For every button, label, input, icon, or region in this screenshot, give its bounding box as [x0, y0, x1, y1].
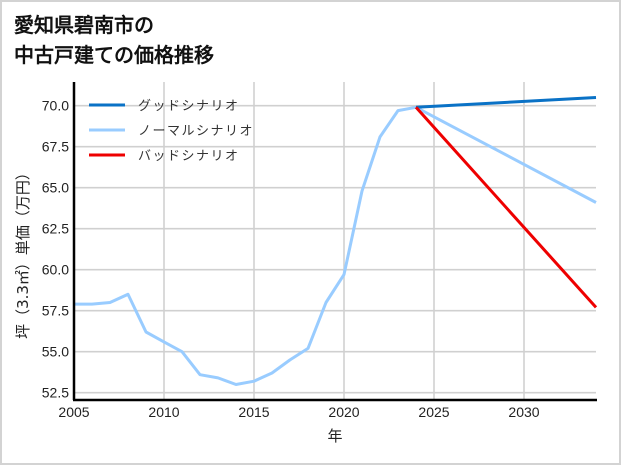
x-tick-label: 2005 [58, 404, 89, 420]
y-tick-label: 67.5 [42, 139, 69, 155]
series-line-1 [74, 105, 597, 386]
y-tick-label: 57.5 [42, 303, 69, 319]
y-tick-label: 55.0 [42, 344, 69, 360]
x-tick-labels: 2005 2010 2015 2020 2025 2030 [58, 404, 539, 420]
y-axis-label: 坪（3.3㎡）単価（万円） [14, 165, 32, 339]
y-tick-label: 65.0 [42, 180, 69, 196]
series-line-0 [415, 96, 597, 109]
legend-label: バッドシナリオ [138, 149, 240, 164]
y-tick-labels: 52.5 55.0 57.5 60.0 62.5 65.0 67.5 70.0 [42, 98, 69, 401]
series-line-2 [414, 106, 598, 309]
data-series [74, 96, 598, 386]
x-tick-label: 2030 [508, 404, 539, 420]
chart-title-line-1: 愛知県碧南市の [14, 13, 154, 37]
legend-label: ノーマルシナリオ [138, 124, 254, 139]
x-tick-label: 2010 [148, 404, 179, 420]
chart-title: 愛知県碧南市の 中古戸建ての価格推移 [14, 10, 214, 70]
x-tick-label: 2025 [418, 404, 449, 420]
chart-title-line-2: 中古戸建ての価格推移 [14, 43, 214, 67]
y-tick-label: 62.5 [42, 221, 69, 237]
x-tick-label: 2015 [238, 404, 269, 420]
y-tick-label: 52.5 [42, 385, 69, 401]
legend-label: グッドシナリオ [138, 99, 240, 114]
x-tick-label: 2020 [328, 404, 359, 420]
y-tick-label: 70.0 [42, 98, 69, 114]
x-axis-label: 年 [327, 427, 342, 445]
gridlines [74, 82, 596, 400]
y-tick-label: 60.0 [42, 262, 69, 278]
axes [72, 82, 597, 402]
